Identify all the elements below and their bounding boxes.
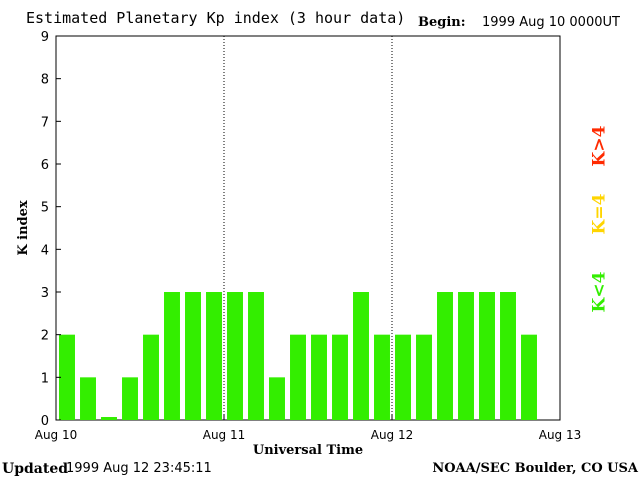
kp-bar bbox=[332, 334, 348, 420]
y-tick-label: 3 bbox=[41, 286, 49, 301]
y-axis-label: K index bbox=[16, 200, 31, 256]
kp-bar bbox=[59, 334, 75, 420]
credit-text: NOAA/SEC Boulder, CO USA bbox=[432, 461, 638, 476]
kp-bar bbox=[521, 334, 537, 420]
kp-bar bbox=[500, 292, 516, 420]
y-tick-label: 1 bbox=[41, 371, 49, 386]
y-tick-label: 6 bbox=[41, 158, 49, 173]
y-tick-label: 4 bbox=[41, 243, 49, 258]
kp-bar bbox=[269, 377, 285, 420]
kp-bar bbox=[185, 292, 201, 420]
y-tick-label: 8 bbox=[41, 73, 49, 88]
y-tick-label: 0 bbox=[41, 414, 49, 429]
kp-bar bbox=[290, 334, 306, 420]
x-tick-label: Aug 10 bbox=[35, 428, 78, 442]
kp-bar bbox=[458, 292, 474, 420]
y-tick-label: 2 bbox=[41, 329, 49, 344]
x-tick-label: Aug 12 bbox=[371, 428, 414, 442]
kp-bar bbox=[80, 377, 96, 420]
updated-value: 1999 Aug 12 23:45:11 bbox=[66, 461, 212, 476]
x-tick-label: Aug 13 bbox=[539, 428, 582, 442]
kp-bar bbox=[122, 377, 138, 420]
kp-bar bbox=[164, 292, 180, 420]
legend-item-label: K<4 bbox=[590, 271, 610, 312]
kp-bar bbox=[353, 292, 369, 420]
legend-item-label: K>4 bbox=[590, 125, 610, 166]
kp-bar bbox=[311, 334, 327, 420]
legend-item-label: K=4 bbox=[590, 193, 610, 234]
y-tick-label: 7 bbox=[41, 115, 49, 130]
kp-bar bbox=[374, 334, 390, 420]
x-tick-label: Aug 11 bbox=[203, 428, 246, 442]
kp-bar bbox=[437, 292, 453, 420]
kp-bar bbox=[416, 334, 432, 420]
kp-bar bbox=[206, 292, 222, 420]
x-axis-label: Universal Time bbox=[253, 443, 363, 458]
kp-bar bbox=[248, 292, 264, 420]
plot-frame bbox=[55, 35, 561, 421]
updated-label: Updated bbox=[2, 461, 69, 477]
kp-bar bbox=[479, 292, 495, 420]
kp-bar bbox=[227, 292, 243, 420]
chart-title: Estimated Planetary Kp index (3 hour dat… bbox=[26, 9, 406, 27]
y-tick-label: 9 bbox=[41, 30, 49, 45]
begin-label: Begin: bbox=[418, 15, 466, 30]
y-tick-label: 5 bbox=[41, 201, 49, 216]
kp-bar bbox=[395, 334, 411, 420]
begin-value: 1999 Aug 10 0000UT bbox=[482, 15, 620, 30]
kp-bar bbox=[143, 334, 159, 420]
kp-bar bbox=[101, 417, 117, 420]
